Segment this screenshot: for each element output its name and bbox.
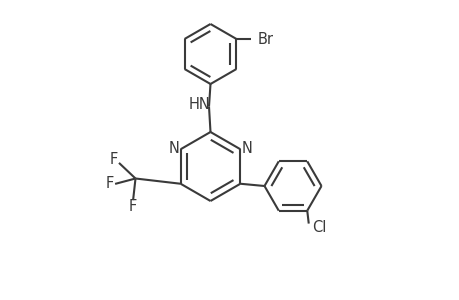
Text: N: N [168,141,179,156]
Text: Cl: Cl [312,220,326,235]
Text: F: F [129,199,137,214]
Text: F: F [106,176,113,191]
Text: HN: HN [188,97,210,112]
Text: N: N [241,141,252,156]
Text: Br: Br [257,32,273,46]
Text: F: F [109,152,118,167]
